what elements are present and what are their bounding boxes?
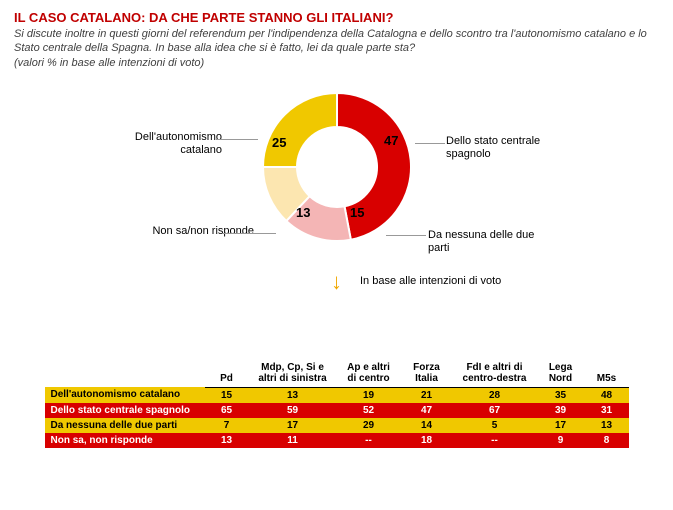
row-label: Da nessuna delle due parti	[45, 418, 205, 433]
slice-value: 47	[384, 133, 398, 148]
table-cell: 19	[337, 387, 401, 403]
donut-slice	[263, 93, 337, 167]
leader-line	[386, 235, 426, 236]
table-col-header: M5s	[585, 359, 629, 388]
table-cell: --	[337, 433, 401, 448]
donut-chart-area: Dello stato centrale spagnolo 47 Da nessun…	[0, 77, 673, 307]
row-label: Non sa, non risponde	[45, 433, 205, 448]
arrow-down-icon: ↓	[331, 269, 342, 295]
table-cell: 28	[453, 387, 537, 403]
table-col-header: Lega Nord	[537, 359, 585, 388]
intent-label: In base alle intenzioni di voto	[360, 275, 501, 287]
table-col-header: Mdp, Cp, Si e altri di sinistra	[249, 359, 337, 388]
table-row: Dello stato centrale spagnolo65595247673…	[45, 403, 629, 418]
table-cell: 7	[205, 418, 249, 433]
table-cell: 39	[537, 403, 585, 418]
row-label: Dell'autonomismo catalano	[45, 387, 205, 403]
table-cell: 11	[249, 433, 337, 448]
table-cell: 52	[337, 403, 401, 418]
row-label: Dello stato centrale spagnolo	[45, 403, 205, 418]
table-cell: 13	[205, 433, 249, 448]
leader-line	[216, 139, 258, 140]
table-cell: 47	[401, 403, 453, 418]
table-cell: 17	[249, 418, 337, 433]
page-title: IL CASO CATALANO: DA CHE PARTE STANNO GL…	[14, 10, 659, 25]
table-col-header: Ap e altri di centro	[337, 359, 401, 388]
table-cell: 31	[585, 403, 629, 418]
breakdown-table: PdMdp, Cp, Si e altri di sinistraAp e al…	[45, 359, 629, 448]
table-col-header: Pd	[205, 359, 249, 388]
donut-chart	[247, 77, 427, 257]
table-cell: 15	[205, 387, 249, 403]
table-row: Da nessuna delle due parti717291451713	[45, 418, 629, 433]
table-row: Non sa, non risponde1311--18--98	[45, 433, 629, 448]
table-col-header: Forza Italia	[401, 359, 453, 388]
table-cell: --	[453, 433, 537, 448]
leader-line	[222, 233, 276, 234]
slice-value: 15	[350, 205, 364, 220]
table-cell: 35	[537, 387, 585, 403]
table-cell: 5	[453, 418, 537, 433]
leader-line	[415, 143, 445, 144]
slice-label: Dell'autonomismo catalano	[112, 131, 222, 157]
page-note: (valori % in base alle intenzioni di vot…	[14, 57, 659, 69]
table-cell: 29	[337, 418, 401, 433]
table-cell: 21	[401, 387, 453, 403]
page-subtitle: Si discute inoltre in questi giorni del …	[14, 27, 659, 56]
table-cell: 14	[401, 418, 453, 433]
slice-label: Da nessuna delle due parti	[428, 229, 538, 255]
table-cell: 18	[401, 433, 453, 448]
slice-value: 13	[296, 205, 310, 220]
table-cell: 17	[537, 418, 585, 433]
table-cell: 65	[205, 403, 249, 418]
table-cell: 13	[585, 418, 629, 433]
slice-label: Dello stato centrale spagnolo	[446, 135, 556, 161]
slice-value: 25	[272, 135, 286, 150]
table-row: Dell'autonomismo catalano15131921283548	[45, 387, 629, 403]
table-col-header: FdI e altri di centro-destra	[453, 359, 537, 388]
slice-label: Non sa/non risponde	[144, 225, 254, 238]
table-cell: 67	[453, 403, 537, 418]
table-cell: 13	[249, 387, 337, 403]
table-cell: 8	[585, 433, 629, 448]
table-cell: 9	[537, 433, 585, 448]
donut-slice	[337, 93, 411, 240]
table-cell: 48	[585, 387, 629, 403]
table-cell: 59	[249, 403, 337, 418]
